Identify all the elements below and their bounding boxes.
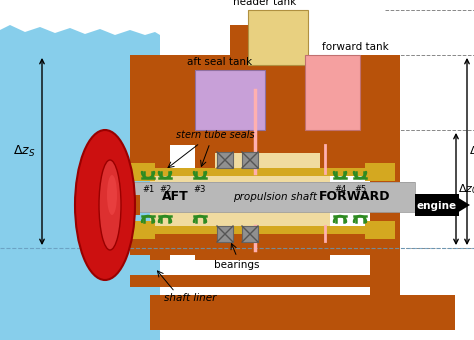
Bar (370, 55, 400, 320)
Text: $\Delta z_C$: $\Delta z_C$ (458, 182, 474, 196)
Bar (242, 226, 258, 242)
Ellipse shape (75, 130, 135, 280)
Bar (125, 195, 140, 215)
Text: FORWARD: FORWARD (319, 190, 391, 204)
Bar (0, 35, 160, 340)
Bar (130, 275, 385, 287)
Bar (305, 55, 360, 130)
Polygon shape (0, 25, 160, 340)
Text: #4: #4 (334, 186, 346, 194)
Bar (195, 70, 265, 130)
Bar (125, 221, 155, 239)
Polygon shape (130, 234, 385, 260)
Text: $\Delta z_B$: $\Delta z_B$ (469, 144, 474, 158)
Bar (150, 295, 455, 330)
Polygon shape (330, 130, 385, 168)
Bar (130, 226, 385, 234)
Text: bearings: bearings (214, 260, 260, 270)
Text: forward tank: forward tank (322, 42, 388, 52)
Text: #2: #2 (159, 186, 171, 194)
Text: AFT: AFT (162, 190, 188, 204)
Bar (217, 226, 233, 242)
Polygon shape (130, 55, 385, 168)
Bar (248, 10, 308, 65)
Bar (215, 153, 320, 241)
Text: aft seal tank: aft seal tank (187, 57, 253, 67)
Bar (415, 194, 459, 216)
Text: propulsion shaft: propulsion shaft (233, 192, 317, 202)
FancyArrow shape (415, 194, 470, 216)
Text: #5: #5 (354, 186, 366, 194)
Bar (248, 10, 308, 65)
Ellipse shape (99, 160, 121, 250)
Bar (365, 221, 395, 239)
Text: #3: #3 (194, 186, 206, 194)
Text: #1: #1 (142, 186, 154, 194)
Bar (230, 25, 290, 80)
Text: shaft liner: shaft liner (164, 293, 216, 303)
Text: engine: engine (417, 201, 457, 211)
Bar (125, 182, 415, 212)
Bar (150, 168, 195, 226)
Bar (242, 152, 258, 168)
Ellipse shape (107, 175, 117, 215)
Bar (195, 168, 330, 226)
Bar (125, 163, 155, 181)
Bar (195, 70, 265, 130)
Bar (217, 152, 233, 168)
Text: $\Delta z_S$: $\Delta z_S$ (13, 143, 35, 158)
Bar (130, 240, 385, 255)
Text: header tank: header tank (233, 0, 297, 7)
Bar (305, 55, 360, 130)
Polygon shape (130, 130, 150, 168)
Bar (130, 168, 385, 176)
Bar (125, 182, 415, 212)
Bar (365, 163, 395, 181)
Text: stern tube seals: stern tube seals (176, 130, 255, 140)
